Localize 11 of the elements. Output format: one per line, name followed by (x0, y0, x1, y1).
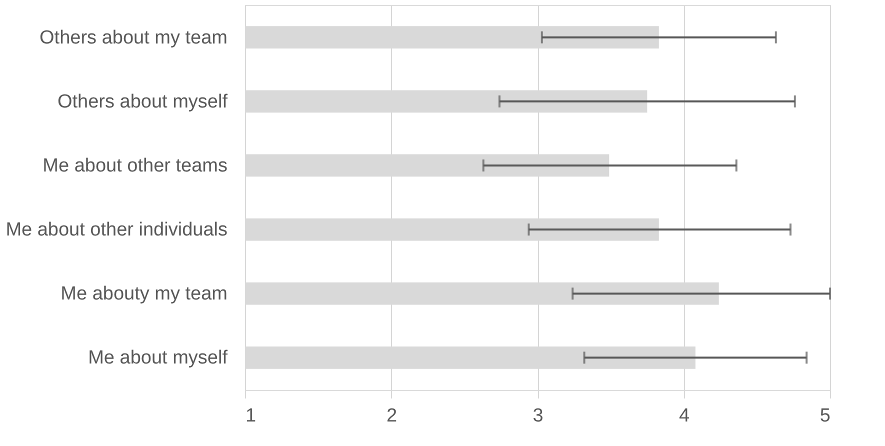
x-tick-label: 3 (532, 406, 544, 426)
x-tick-label: 2 (386, 406, 398, 426)
x-tick-label: 4 (678, 406, 690, 426)
y-tick-label: Me abouty my team (60, 284, 228, 305)
y-tick-label: Me about other individuals (6, 220, 228, 241)
x-tick-label: 1 (246, 406, 256, 426)
y-tick-label: Others about my team (40, 27, 228, 48)
y-tick-label: Me about myself (88, 348, 228, 369)
x-tick-label: 5 (820, 406, 830, 426)
y-tick-label: Others about myself (57, 91, 228, 112)
y-tick-label: Me about other teams (42, 155, 228, 176)
